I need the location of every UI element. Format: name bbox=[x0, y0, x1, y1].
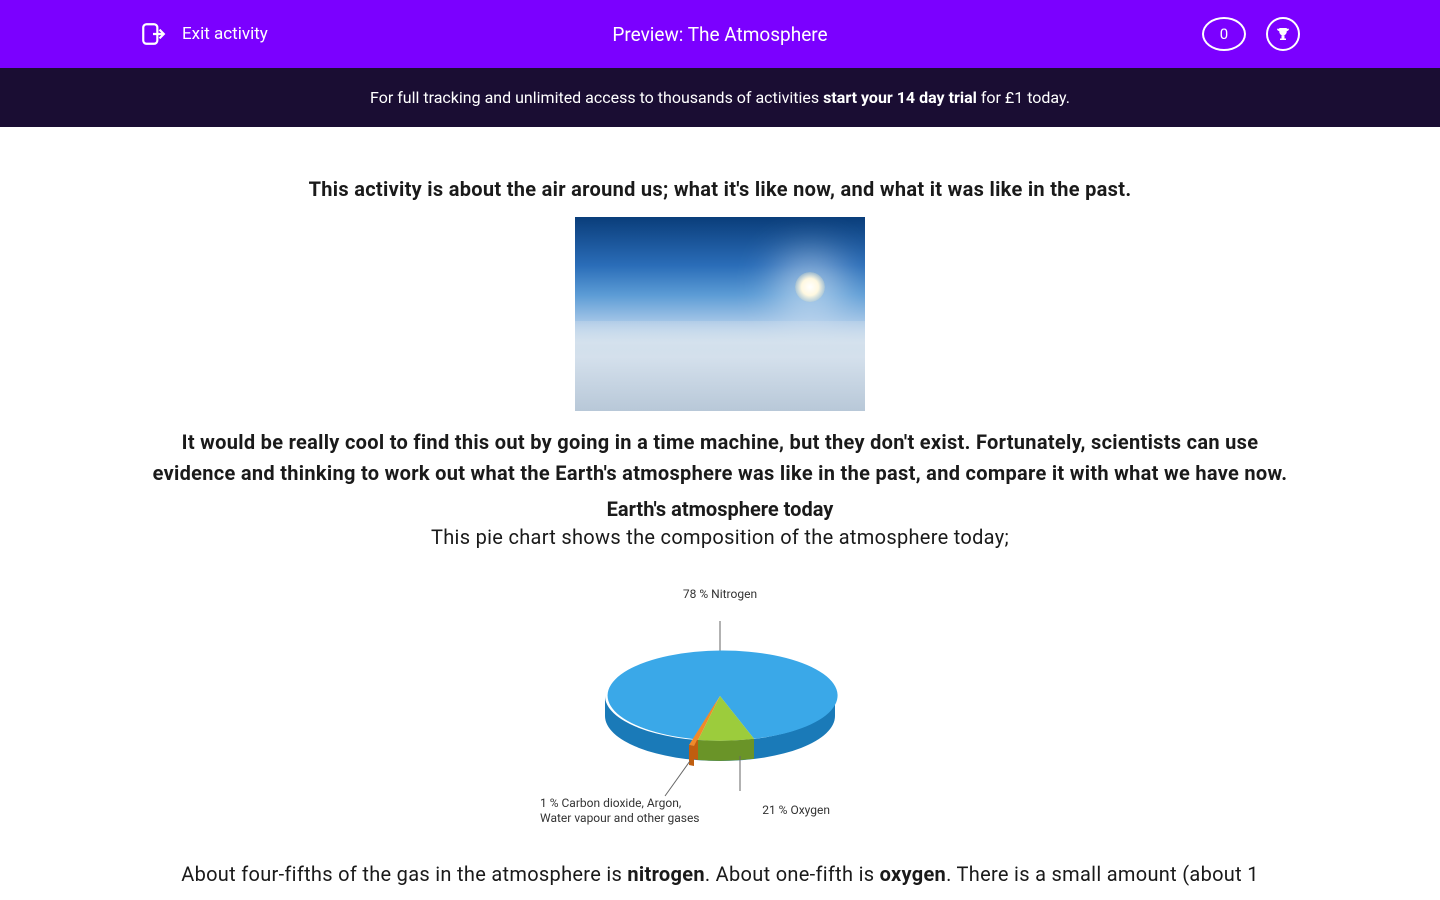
trophy-badge[interactable] bbox=[1266, 17, 1300, 51]
pie-chart: 78 % Nitrogen 21 % bbox=[540, 579, 900, 829]
banner-text-before: For full tracking and unlimited access t… bbox=[370, 88, 823, 107]
body-text-1: It would be really cool to find this out… bbox=[150, 427, 1290, 489]
trial-banner[interactable]: For full tracking and unlimited access t… bbox=[0, 68, 1440, 127]
banner-text-bold: start your 14 day trial bbox=[823, 88, 977, 107]
label-other: 1 % Carbon dioxide, Argon, Water vapour … bbox=[540, 796, 730, 827]
exit-icon bbox=[140, 21, 166, 47]
trophy-icon bbox=[1274, 25, 1292, 43]
bottom-text: About four-fifths of the gas in the atmo… bbox=[150, 859, 1290, 889]
sky-image bbox=[575, 217, 865, 411]
score-badge[interactable]: 0 bbox=[1202, 17, 1246, 51]
content: This activity is about the air around us… bbox=[0, 127, 1440, 889]
page-title: Preview: The Atmosphere bbox=[612, 23, 827, 46]
header-right: 0 bbox=[1202, 17, 1300, 51]
clouds-graphic bbox=[575, 321, 865, 411]
banner-text-after: for £1 today. bbox=[977, 88, 1070, 107]
pie-svg bbox=[590, 621, 850, 801]
exit-activity-button[interactable]: Exit activity bbox=[140, 21, 268, 47]
chart-intro: This pie chart shows the composition of … bbox=[150, 525, 1290, 549]
label-oxygen: 21 % Oxygen bbox=[762, 803, 830, 817]
label-nitrogen: 78 % Nitrogen bbox=[683, 587, 757, 601]
subtitle: Earth's atmosphere today bbox=[150, 497, 1290, 521]
header: Exit activity Preview: The Atmosphere 0 bbox=[0, 0, 1440, 68]
intro-text: This activity is about the air around us… bbox=[150, 177, 1290, 201]
sun-graphic bbox=[795, 272, 825, 302]
exit-label: Exit activity bbox=[182, 24, 268, 44]
